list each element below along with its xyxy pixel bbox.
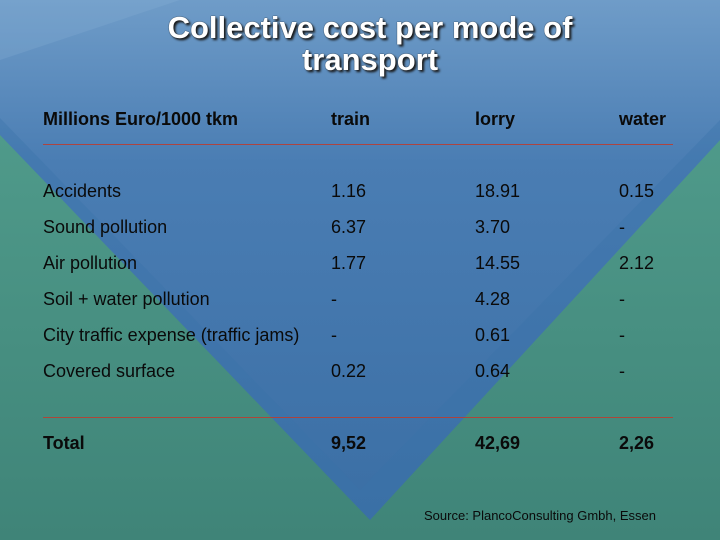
- train-value: -: [331, 325, 337, 345]
- train-value: 1.16: [331, 181, 367, 201]
- train-value: 0.22: [331, 361, 367, 381]
- header-unit: Millions Euro/1000 tkm: [43, 109, 239, 129]
- header-train: train: [331, 109, 371, 129]
- water-value: -: [619, 325, 625, 345]
- water-value: -: [619, 361, 625, 381]
- lorry-value: 3.70: [475, 217, 511, 237]
- water-value: 0.15: [619, 181, 655, 201]
- train-value: 6.37: [331, 217, 367, 237]
- train-value: -: [331, 289, 337, 309]
- row-label: Accidents: [43, 181, 122, 201]
- slide-title-line-1: Collective cost per mode of: [167, 10, 573, 45]
- total-lorry: 42,69: [475, 433, 521, 453]
- header-lorry: lorry: [475, 109, 516, 129]
- total-train: 9,52: [331, 433, 367, 453]
- source-note: Source: PlancoConsulting Gmbh, Essen: [424, 508, 656, 523]
- water-value: -: [619, 217, 625, 237]
- row-label: Covered surface: [43, 361, 176, 381]
- row-label: Air pollution: [43, 253, 138, 273]
- slide-title-line-2: transport: [301, 42, 439, 77]
- lorry-value: 18.91: [475, 181, 521, 201]
- lorry-value: 4.28: [475, 289, 511, 309]
- total-water: 2,26: [619, 433, 655, 453]
- water-value: -: [619, 289, 625, 309]
- total-divider: [43, 417, 673, 418]
- lorry-value: 14.55: [475, 253, 521, 273]
- cost-table: Millions Euro/1000 tkm train lorry water…: [43, 0, 683, 540]
- header-divider: [43, 144, 673, 145]
- lorry-value: 0.61: [475, 325, 511, 345]
- header-water: water: [619, 109, 667, 129]
- row-label: Sound pollution: [43, 217, 168, 237]
- slide-title: Collective cost per mode of transport: [0, 12, 720, 76]
- water-value: 2.12: [619, 253, 655, 273]
- total-label: Total: [43, 433, 85, 453]
- row-label: Soil + water pollution: [43, 289, 210, 309]
- train-value: 1.77: [331, 253, 367, 273]
- row-label: City traffic expense (traffic jams): [43, 325, 300, 345]
- lorry-value: 0.64: [475, 361, 511, 381]
